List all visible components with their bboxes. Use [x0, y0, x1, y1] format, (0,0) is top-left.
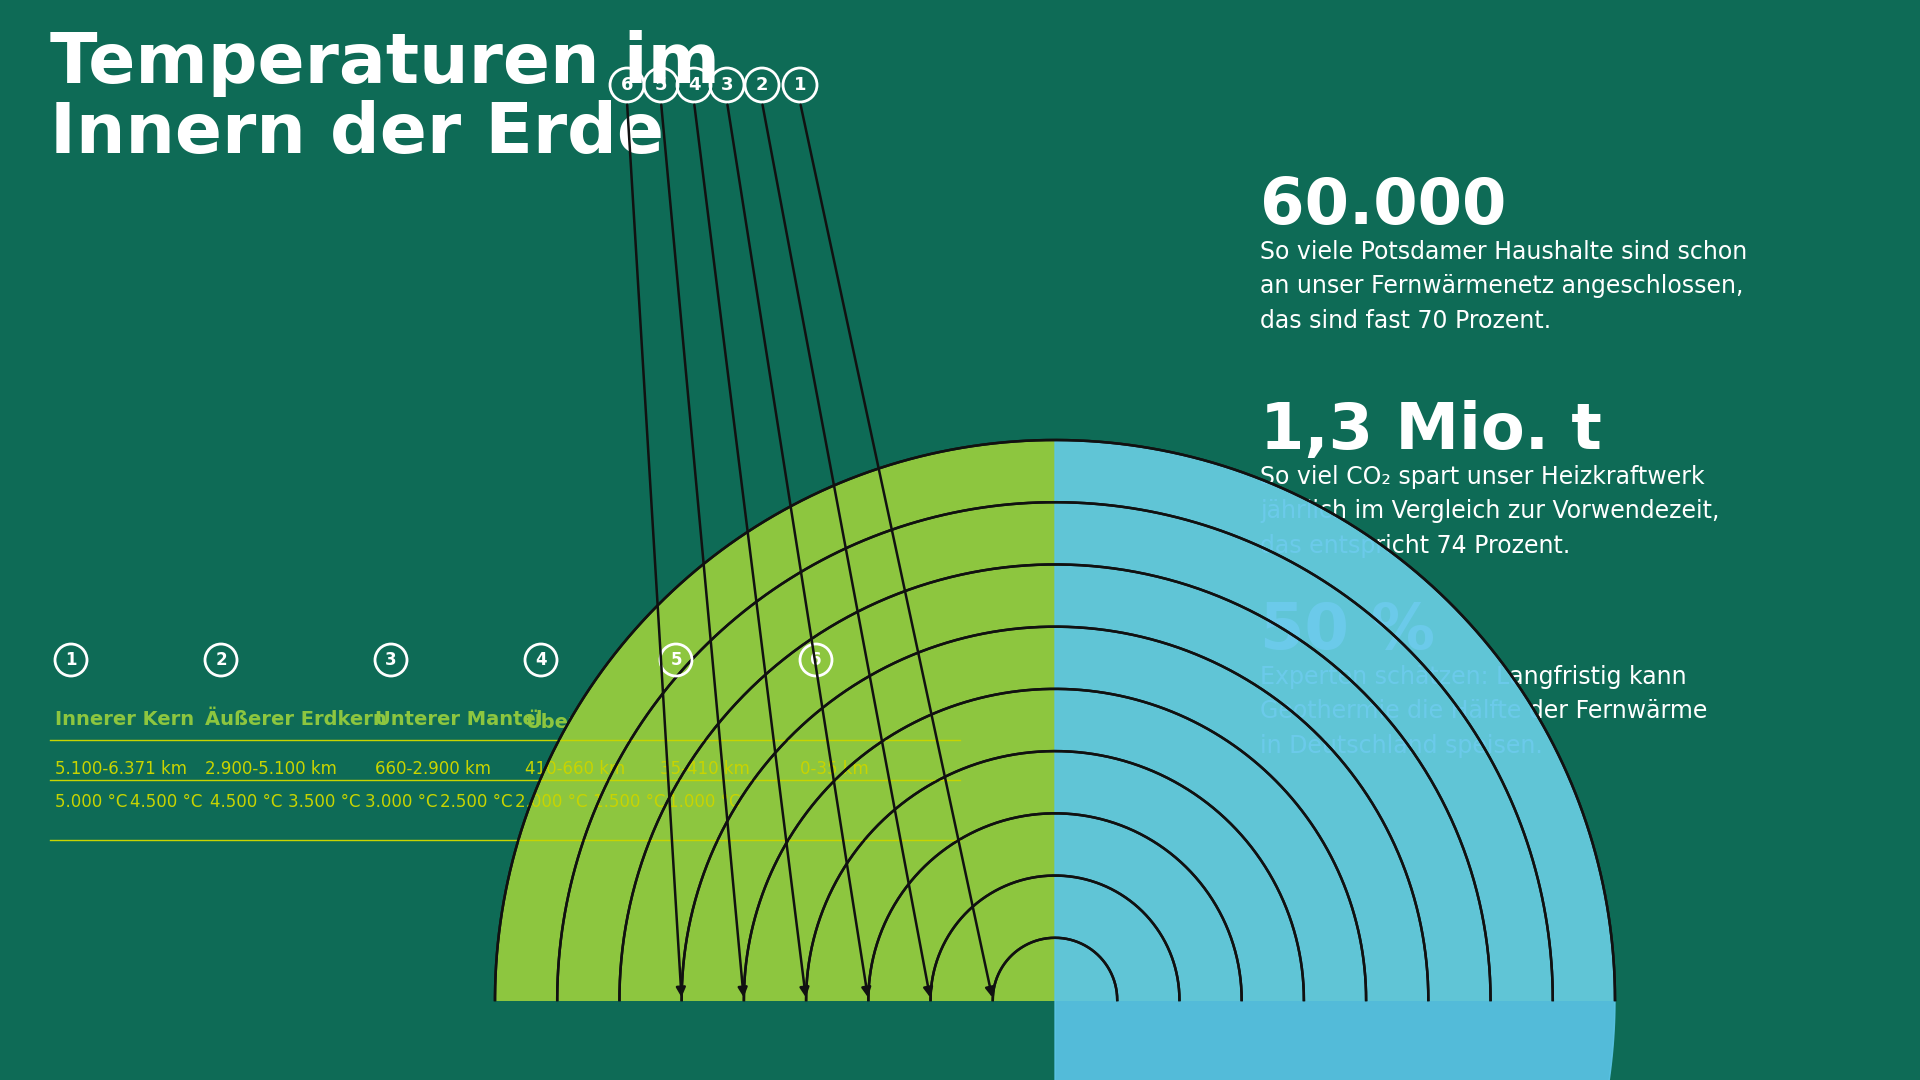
Text: 0-35 km: 0-35 km [801, 760, 868, 778]
Text: 5: 5 [655, 76, 668, 94]
Text: 1: 1 [65, 651, 77, 669]
Text: 3.500 °C: 3.500 °C [288, 793, 361, 811]
Text: Innern der Erde: Innern der Erde [50, 100, 664, 167]
Text: Äußerer Erdkern: Äußerer Erdkern [205, 710, 386, 729]
Text: Temperaturen im: Temperaturen im [50, 30, 720, 97]
Text: 410-660 km: 410-660 km [524, 760, 626, 778]
Text: Unterer Mantel: Unterer Mantel [374, 710, 543, 729]
Text: Erdkruste: Erdkruste [801, 710, 908, 729]
Polygon shape [495, 440, 1615, 1000]
Text: 4: 4 [536, 651, 547, 669]
Text: 1.000 °C: 1.000 °C [668, 793, 741, 811]
Text: 1,3 Mio. t: 1,3 Mio. t [1260, 400, 1601, 462]
Polygon shape [931, 876, 1179, 1000]
Text: 2.900-5.100 km: 2.900-5.100 km [205, 760, 336, 778]
Text: 3.000 °C: 3.000 °C [365, 793, 438, 811]
Text: 5: 5 [670, 651, 682, 669]
Polygon shape [557, 502, 1553, 1000]
Text: So viel CO₂ spart unser Heizkraftwerk
jährlich im Vergleich zur Vorwendezeit,
da: So viel CO₂ spart unser Heizkraftwerk jä… [1260, 465, 1720, 558]
Text: 5.100-6.371 km: 5.100-6.371 km [56, 760, 186, 778]
Polygon shape [620, 565, 1490, 1000]
Text: 35-410 km: 35-410 km [660, 760, 751, 778]
Text: 2: 2 [756, 76, 768, 94]
Polygon shape [1054, 440, 1615, 1080]
Text: 2: 2 [215, 651, 227, 669]
Polygon shape [993, 937, 1117, 1000]
Text: 1.500 °C: 1.500 °C [593, 793, 666, 811]
Text: Innerer Kern: Innerer Kern [56, 710, 194, 729]
Text: 4.500 °C: 4.500 °C [209, 793, 282, 811]
Text: 660-2.900 km: 660-2.900 km [374, 760, 492, 778]
Polygon shape [868, 813, 1242, 1000]
Text: 2.000 °C: 2.000 °C [515, 793, 588, 811]
Text: 1: 1 [793, 76, 806, 94]
Text: So viele Potsdamer Haushalte sind schon
an unser Fernwärmenetz angeschlossen,
da: So viele Potsdamer Haushalte sind schon … [1260, 240, 1747, 333]
Text: 5.000 °C: 5.000 °C [56, 793, 127, 811]
Text: 3: 3 [720, 76, 733, 94]
Text: 2.500 °C: 2.500 °C [440, 793, 513, 811]
Text: 4: 4 [687, 76, 701, 94]
Text: 6: 6 [810, 651, 822, 669]
Text: 4.500 °C: 4.500 °C [131, 793, 202, 811]
Text: 3: 3 [386, 651, 397, 669]
Text: 50 %: 50 % [1260, 600, 1434, 662]
Text: 6: 6 [620, 76, 634, 94]
Polygon shape [743, 689, 1367, 1000]
Text: Experten schätzen: Langfristig kann
Geothermie die Hälfte der Fernwärme
in Deuts: Experten schätzen: Langfristig kann Geot… [1260, 665, 1707, 758]
Text: Oberer Mantel: Oberer Mantel [660, 710, 820, 729]
Polygon shape [806, 751, 1304, 1000]
Text: Übergangszone: Übergangszone [524, 710, 695, 732]
Polygon shape [682, 626, 1428, 1000]
Text: 60.000: 60.000 [1260, 175, 1507, 237]
